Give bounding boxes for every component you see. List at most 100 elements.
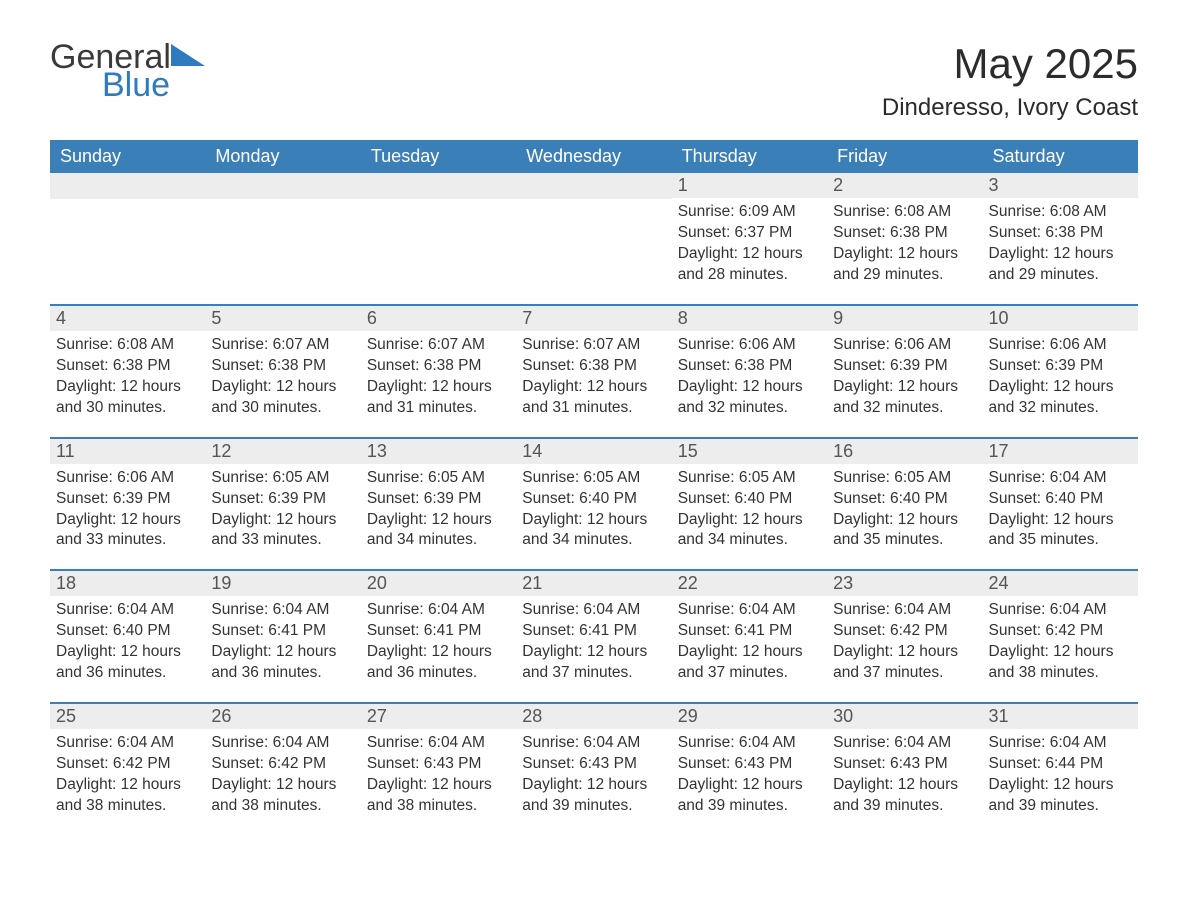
day-details: Sunrise: 6:06 AMSunset: 6:39 PMDaylight:… (56, 468, 199, 552)
calendar-cell (361, 173, 516, 305)
calendar-body: 1Sunrise: 6:09 AMSunset: 6:37 PMDaylight… (50, 173, 1138, 835)
day-details: Sunrise: 6:05 AMSunset: 6:40 PMDaylight:… (833, 468, 976, 552)
sunset-line: Sunset: 6:42 PM (833, 621, 976, 642)
day-details: Sunrise: 6:07 AMSunset: 6:38 PMDaylight:… (367, 335, 510, 419)
calendar-cell: 4Sunrise: 6:08 AMSunset: 6:38 PMDaylight… (50, 305, 205, 438)
day-details: Sunrise: 6:04 AMSunset: 6:41 PMDaylight:… (678, 600, 821, 684)
daylight-line: Daylight: 12 hours and 29 minutes. (833, 244, 976, 286)
day-number: 25 (50, 704, 205, 729)
sunrise-line: Sunrise: 6:08 AM (989, 202, 1132, 223)
day-number: 12 (205, 439, 360, 464)
calendar-cell: 15Sunrise: 6:05 AMSunset: 6:40 PMDayligh… (672, 438, 827, 571)
day-details: Sunrise: 6:09 AMSunset: 6:37 PMDaylight:… (678, 202, 821, 286)
day-number: 31 (983, 704, 1138, 729)
calendar-row: 25Sunrise: 6:04 AMSunset: 6:42 PMDayligh… (50, 703, 1138, 835)
sunrise-line: Sunrise: 6:04 AM (367, 733, 510, 754)
calendar-cell: 31Sunrise: 6:04 AMSunset: 6:44 PMDayligh… (983, 703, 1138, 835)
day-number: 18 (50, 571, 205, 596)
sunset-line: Sunset: 6:42 PM (56, 754, 199, 775)
calendar-cell: 22 Sunrise: 6:04 AMSunset: 6:41 PMDayligh… (672, 570, 827, 703)
day-details: Sunrise: 6:04 AMSunset: 6:40 PMDaylight:… (989, 468, 1132, 552)
day-details: Sunrise: 6:06 AMSunset: 6:39 PMDaylight:… (833, 335, 976, 419)
sunset-line: Sunset: 6:40 PM (678, 489, 821, 510)
sunrise-line: Sunrise: 6:07 AM (522, 335, 665, 356)
sunrise-line: Sunrise: 6:04 AM (56, 733, 199, 754)
daynum-empty (205, 173, 360, 199)
day-number: 15 (672, 439, 827, 464)
weekday-header: Monday (205, 140, 360, 173)
sunrise-line: Sunrise: 6:05 AM (211, 468, 354, 489)
sunrise-line: Sunrise: 6:08 AM (56, 335, 199, 356)
daylight-line: Daylight: 12 hours and 37 minutes. (833, 642, 976, 684)
calendar-cell: 3Sunrise: 6:08 AMSunset: 6:38 PMDaylight… (983, 173, 1138, 305)
sunset-line: Sunset: 6:42 PM (211, 754, 354, 775)
daylight-line: Daylight: 12 hours and 32 minutes. (989, 377, 1132, 419)
sunrise-line: Sunrise: 6:04 AM (989, 600, 1132, 621)
daylight-line: Daylight: 12 hours and 39 minutes. (522, 775, 665, 817)
day-details: Sunrise: 6:04 AMSunset: 6:43 PMDaylight:… (833, 733, 976, 817)
calendar-row: 4Sunrise: 6:08 AMSunset: 6:38 PMDaylight… (50, 305, 1138, 438)
day-details: Sunrise: 6:04 AMSunset: 6:41 PMDaylight:… (367, 600, 510, 684)
calendar-cell: 21Sunrise: 6:04 AMSunset: 6:41 PMDayligh… (516, 570, 671, 703)
sunrise-line: Sunrise: 6:04 AM (367, 600, 510, 621)
day-details: Sunrise: 6:08 AMSunset: 6:38 PMDaylight:… (989, 202, 1132, 286)
sunrise-line: Sunrise: 6:04 AM (833, 733, 976, 754)
calendar-cell: 2Sunrise: 6:08 AMSunset: 6:38 PMDaylight… (827, 173, 982, 305)
day-details: Sunrise: 6:04 AMSunset: 6:40 PMDaylight:… (56, 600, 199, 684)
sunset-line: Sunset: 6:38 PM (678, 356, 821, 377)
calendar-cell: 19Sunrise: 6:04 AMSunset: 6:41 PMDayligh… (205, 570, 360, 703)
daylight-line: Daylight: 12 hours and 36 minutes. (211, 642, 354, 684)
weekday-header: Thursday (672, 140, 827, 173)
calendar-cell: 28Sunrise: 6:04 AMSunset: 6:43 PMDayligh… (516, 703, 671, 835)
day-details: Sunrise: 6:04 AMSunset: 6:42 PMDaylight:… (833, 600, 976, 684)
day-details: Sunrise: 6:04 AMSunset: 6:42 PMDaylight:… (211, 733, 354, 817)
daylight-line: Daylight: 12 hours and 33 minutes. (211, 510, 354, 552)
day-number: 22 (672, 571, 827, 596)
logo-word-blue: Blue (102, 68, 171, 102)
daynum-empty (361, 173, 516, 199)
daylight-line: Daylight: 12 hours and 39 minutes. (678, 775, 821, 817)
calendar-row: 18 Sunrise: 6:04 AMSunset: 6:40 PMDayligh… (50, 570, 1138, 703)
day-details: Sunrise: 6:05 AMSunset: 6:39 PMDaylight:… (211, 468, 354, 552)
sunset-line: Sunset: 6:43 PM (833, 754, 976, 775)
sunset-line: Sunset: 6:38 PM (989, 223, 1132, 244)
daylight-line: Daylight: 12 hours and 32 minutes. (678, 377, 821, 419)
sunrise-line: Sunrise: 6:06 AM (56, 468, 199, 489)
day-details: Sunrise: 6:04 AMSunset: 6:43 PMDaylight:… (678, 733, 821, 817)
weekday-header: Wednesday (516, 140, 671, 173)
sunrise-line: Sunrise: 6:05 AM (367, 468, 510, 489)
calendar-head: SundayMondayTuesdayWednesdayThursdayFrid… (50, 140, 1138, 173)
daylight-line: Daylight: 12 hours and 37 minutes. (522, 642, 665, 684)
day-details: Sunrise: 6:04 AMSunset: 6:41 PMDaylight:… (211, 600, 354, 684)
daynum-empty (50, 173, 205, 199)
sunset-line: Sunset: 6:41 PM (522, 621, 665, 642)
calendar-cell: 11Sunrise: 6:06 AMSunset: 6:39 PMDayligh… (50, 438, 205, 571)
calendar-cell: 16Sunrise: 6:05 AMSunset: 6:40 PMDayligh… (827, 438, 982, 571)
sunrise-line: Sunrise: 6:06 AM (989, 335, 1132, 356)
location-label: Dinderesso, Ivory Coast (882, 94, 1138, 122)
day-details: Sunrise: 6:06 AMSunset: 6:39 PMDaylight:… (989, 335, 1132, 419)
daylight-line: Daylight: 12 hours and 35 minutes. (989, 510, 1132, 552)
calendar-cell: 13Sunrise: 6:05 AMSunset: 6:39 PMDayligh… (361, 438, 516, 571)
daylight-line: Daylight: 12 hours and 34 minutes. (522, 510, 665, 552)
day-number: 5 (205, 306, 360, 331)
day-number: 29 (672, 704, 827, 729)
calendar-cell: 12 Sunrise: 6:05 AMSunset: 6:39 PMDayligh… (205, 438, 360, 571)
calendar-cell: 9Sunrise: 6:06 AMSunset: 6:39 PMDaylight… (827, 305, 982, 438)
calendar-cell: 27Sunrise: 6:04 AMSunset: 6:43 PMDayligh… (361, 703, 516, 835)
sunset-line: Sunset: 6:39 PM (833, 356, 976, 377)
day-number: 4 (50, 306, 205, 331)
sunrise-line: Sunrise: 6:05 AM (678, 468, 821, 489)
day-number: 7 (516, 306, 671, 331)
month-title: May 2025 (882, 40, 1138, 88)
day-number: 26 (205, 704, 360, 729)
calendar-cell: 30Sunrise: 6:04 AMSunset: 6:43 PMDayligh… (827, 703, 982, 835)
calendar-row: 1Sunrise: 6:09 AMSunset: 6:37 PMDaylight… (50, 173, 1138, 305)
sunrise-line: Sunrise: 6:05 AM (833, 468, 976, 489)
day-number: 13 (361, 439, 516, 464)
calendar-row: 11Sunrise: 6:06 AMSunset: 6:39 PMDayligh… (50, 438, 1138, 571)
sunset-line: Sunset: 6:42 PM (989, 621, 1132, 642)
header: General Blue May 2025 Dinderesso, Ivory … (50, 40, 1138, 122)
sunrise-line: Sunrise: 6:04 AM (678, 733, 821, 754)
daylight-line: Daylight: 12 hours and 31 minutes. (522, 377, 665, 419)
